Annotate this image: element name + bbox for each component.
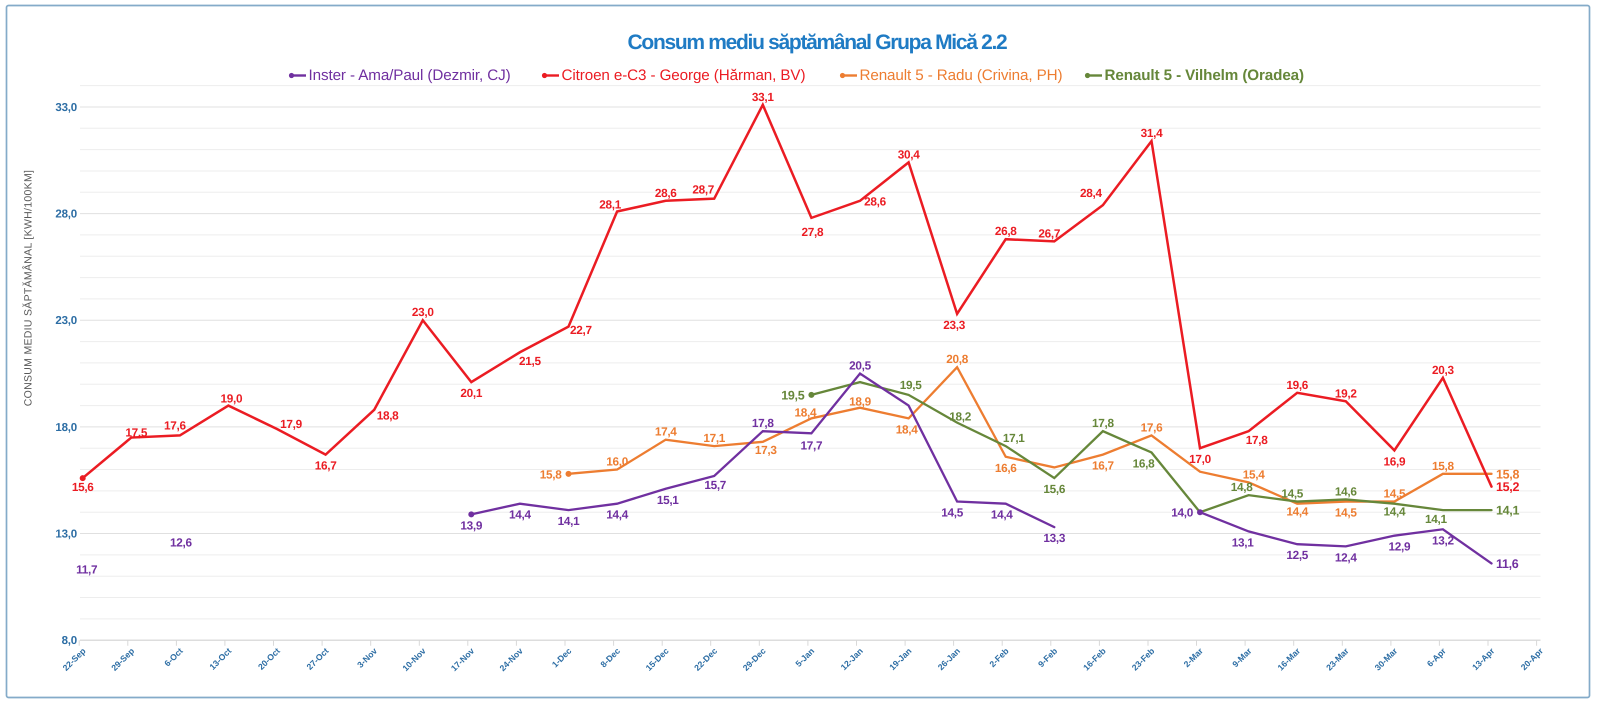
svg-text:17,1: 17,1	[1003, 431, 1025, 445]
svg-text:20,3: 20,3	[1432, 363, 1454, 377]
svg-text:18,4: 18,4	[896, 422, 918, 436]
svg-text:13,0: 13,0	[55, 529, 77, 541]
svg-text:18,2: 18,2	[949, 410, 971, 424]
svg-text:Inster - Ama/Paul (Dezmir, CJ): Inster - Ama/Paul (Dezmir, CJ)	[309, 67, 511, 84]
svg-text:14,8: 14,8	[1231, 480, 1253, 494]
svg-text:19,2: 19,2	[1335, 386, 1357, 400]
svg-text:17,8: 17,8	[1246, 433, 1268, 447]
svg-text:13,2: 13,2	[1432, 533, 1454, 547]
svg-text:14,5: 14,5	[941, 506, 963, 520]
svg-text:27,8: 27,8	[802, 225, 824, 239]
svg-text:28,7: 28,7	[692, 183, 714, 197]
svg-text:Renault 5 - Vilhelm (Oradea): Renault 5 - Vilhelm (Oradea)	[1105, 67, 1305, 84]
svg-text:28,1: 28,1	[599, 198, 621, 212]
svg-text:14,1: 14,1	[1496, 504, 1519, 518]
svg-text:15,6: 15,6	[72, 480, 94, 494]
svg-text:17,8: 17,8	[1092, 416, 1114, 430]
svg-text:23,3: 23,3	[943, 318, 965, 332]
svg-text:14,5: 14,5	[1335, 506, 1357, 520]
svg-text:19,5: 19,5	[900, 378, 922, 392]
svg-text:11,6: 11,6	[1496, 557, 1519, 571]
svg-text:Consum mediu săptămânal Grupa: Consum mediu săptămânal Grupa Mică 2.2	[628, 31, 1008, 54]
svg-text:17,0: 17,0	[1189, 452, 1211, 466]
svg-text:15,1: 15,1	[657, 493, 679, 507]
svg-text:16,6: 16,6	[995, 461, 1017, 475]
svg-text:17,9: 17,9	[280, 417, 302, 431]
svg-text:CONSUM MEDIU SĂPTĂMÂNAL [KWH/1: CONSUM MEDIU SĂPTĂMÂNAL [KWH/100KM]	[22, 170, 35, 406]
svg-text:16,7: 16,7	[1092, 459, 1114, 473]
svg-text:22,7: 22,7	[570, 323, 592, 337]
svg-text:13,3: 13,3	[1043, 531, 1065, 545]
svg-text:20,8: 20,8	[946, 352, 968, 366]
svg-text:14,5: 14,5	[1384, 487, 1406, 501]
svg-text:23,0: 23,0	[412, 305, 434, 319]
svg-text:14,4: 14,4	[606, 508, 628, 522]
svg-text:33,0: 33,0	[55, 102, 77, 114]
svg-text:28,0: 28,0	[55, 209, 77, 221]
svg-text:19,5: 19,5	[781, 388, 804, 402]
svg-text:16,0: 16,0	[606, 455, 628, 469]
svg-text:20,5: 20,5	[849, 359, 871, 373]
svg-text:14,4: 14,4	[991, 508, 1013, 522]
svg-text:16,8: 16,8	[1133, 457, 1155, 471]
svg-text:23,0: 23,0	[55, 315, 77, 327]
svg-text:15,4: 15,4	[1243, 467, 1265, 481]
svg-text:18,0: 18,0	[55, 422, 77, 434]
svg-text:14,5: 14,5	[1281, 487, 1303, 501]
svg-text:8,0: 8,0	[62, 635, 77, 647]
svg-text:19,0: 19,0	[221, 392, 243, 406]
svg-text:28,4: 28,4	[1080, 186, 1102, 200]
svg-text:31,4: 31,4	[1141, 126, 1163, 140]
svg-text:13,9: 13,9	[460, 518, 482, 532]
svg-text:28,6: 28,6	[864, 194, 886, 208]
svg-text:12,4: 12,4	[1335, 550, 1357, 564]
svg-text:20,1: 20,1	[460, 386, 482, 400]
svg-text:14,1: 14,1	[558, 514, 580, 528]
svg-text:33,1: 33,1	[752, 90, 774, 104]
svg-text:26,8: 26,8	[995, 224, 1017, 238]
svg-text:18,8: 18,8	[377, 408, 399, 422]
svg-text:28,6: 28,6	[655, 186, 677, 200]
svg-text:15,7: 15,7	[704, 478, 726, 492]
svg-text:17,8: 17,8	[752, 416, 774, 430]
svg-text:12,5: 12,5	[1286, 548, 1308, 562]
svg-text:26,7: 26,7	[1038, 226, 1060, 240]
svg-text:14,4: 14,4	[1384, 505, 1406, 519]
svg-text:14,4: 14,4	[509, 508, 531, 522]
svg-text:15,8: 15,8	[540, 467, 562, 481]
svg-text:17,5: 17,5	[125, 426, 147, 440]
svg-text:13,1: 13,1	[1232, 535, 1254, 549]
svg-text:11,7: 11,7	[76, 562, 98, 576]
svg-text:14,4: 14,4	[1286, 505, 1308, 519]
svg-text:18,9: 18,9	[849, 395, 871, 409]
svg-text:17,6: 17,6	[1141, 420, 1163, 434]
svg-text:15,2: 15,2	[1496, 480, 1519, 494]
svg-text:16,9: 16,9	[1384, 454, 1406, 468]
svg-text:21,5: 21,5	[519, 354, 541, 368]
svg-text:14,6: 14,6	[1335, 484, 1357, 498]
svg-text:12,6: 12,6	[170, 536, 192, 550]
svg-text:15,6: 15,6	[1043, 482, 1065, 496]
svg-text:Citroen e-C3 - George (Hărman,: Citroen e-C3 - George (Hărman, BV)	[562, 67, 806, 84]
svg-text:15,8: 15,8	[1496, 467, 1519, 481]
svg-text:17,1: 17,1	[703, 431, 725, 445]
svg-text:17,6: 17,6	[164, 418, 186, 432]
svg-text:19,6: 19,6	[1286, 378, 1308, 392]
svg-text:12,9: 12,9	[1389, 540, 1411, 554]
svg-text:14,1: 14,1	[1425, 512, 1447, 526]
svg-text:17,4: 17,4	[655, 425, 677, 439]
svg-text:18,4: 18,4	[795, 405, 817, 419]
svg-text:16,7: 16,7	[315, 459, 337, 473]
svg-text:14,0: 14,0	[1171, 506, 1193, 520]
svg-text:15,8: 15,8	[1432, 459, 1454, 473]
svg-text:30,4: 30,4	[898, 147, 920, 161]
svg-text:17,3: 17,3	[755, 443, 777, 457]
svg-text:Renault 5 - Radu (Crivina, PH): Renault 5 - Radu (Crivina, PH)	[860, 67, 1063, 84]
svg-text:17,7: 17,7	[801, 438, 823, 452]
